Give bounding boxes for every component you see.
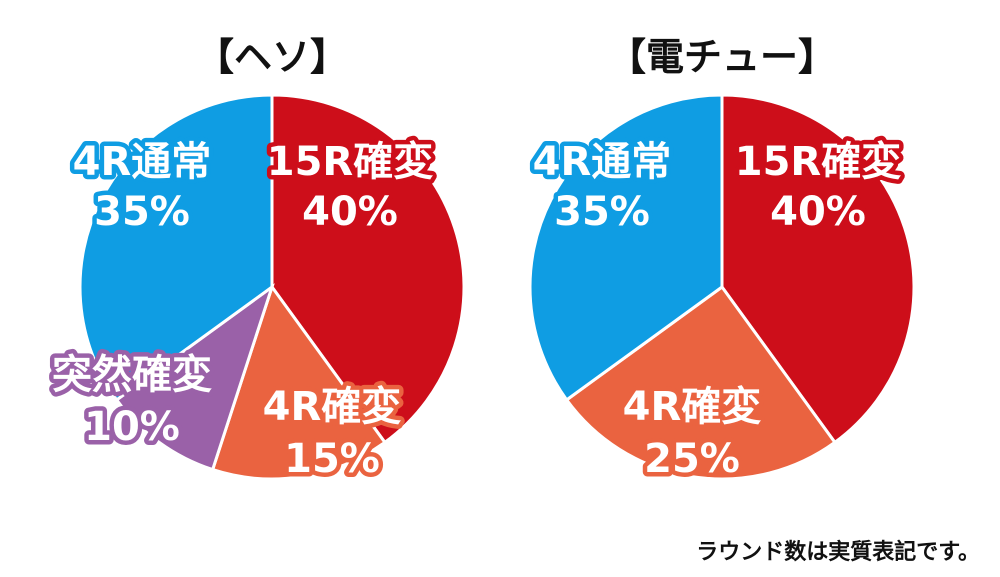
slice-label: 15R確変 — [267, 139, 433, 185]
pie-slice — [720, 93, 916, 445]
footnote: ラウンド数は実質表記です。 — [696, 540, 980, 565]
pie-slice — [114, 283, 275, 472]
pie-denchu — [528, 93, 916, 481]
slice-value-label: 40% — [770, 189, 866, 235]
slice-value-label: 35% — [94, 189, 190, 235]
slice-value-label: 15% — [284, 436, 380, 482]
pie-slice — [210, 283, 387, 481]
chart-title-heso: 【ヘソ】 — [196, 35, 348, 79]
slice-value-label: 40% — [302, 189, 398, 235]
pie-slice — [564, 284, 837, 481]
slice-label: 突然確変 — [52, 352, 212, 398]
chart-title-denchu: 【電チュー】 — [608, 35, 836, 79]
slice-label: 4R確変 — [263, 384, 402, 430]
slice-label: 4R確変 — [623, 384, 762, 430]
pie-slice — [528, 93, 724, 402]
slice-value-label: 10% — [84, 404, 180, 450]
pie-slice — [78, 93, 274, 402]
slice-label: 4R通常 — [73, 139, 212, 185]
slice-value-label: 35% — [554, 189, 650, 235]
pie-heso — [78, 93, 466, 481]
slice-label: 15R確変 — [735, 139, 901, 185]
pie-slice — [270, 93, 466, 445]
slice-value-label: 25% — [644, 436, 740, 482]
slice-label: 4R通常 — [533, 139, 672, 185]
